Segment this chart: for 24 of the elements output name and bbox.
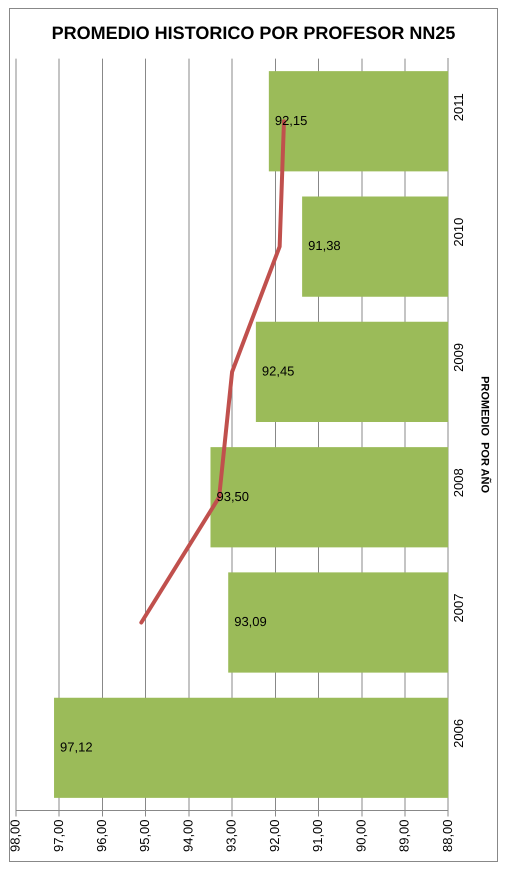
y-tick-label: 2010 <box>450 218 466 247</box>
x-tick-label: 97,00 <box>50 819 66 852</box>
x-tick-label: 92,00 <box>266 819 282 852</box>
data-label: 91,38 <box>308 238 341 254</box>
x-tick-label: 90,00 <box>353 819 368 852</box>
x-tick-label: 89,00 <box>396 819 412 852</box>
y-tick-label: 2011 <box>450 93 466 122</box>
x-tick-label: 91,00 <box>310 819 326 852</box>
y-tick-label: 2008 <box>450 468 466 498</box>
x-tick-label: 95,00 <box>137 819 152 852</box>
y-axis-title: PROMEDIO POR AÑO <box>478 376 492 494</box>
data-label: 92,15 <box>274 112 308 128</box>
x-tick-label: 94,00 <box>180 819 196 852</box>
y-tick-label: 2007 <box>450 594 466 622</box>
data-label: 97,12 <box>60 739 93 754</box>
x-tick-label: 96,00 <box>94 819 110 852</box>
y-tick-label: 2006 <box>450 718 466 748</box>
x-tick-label: 88,00 <box>440 819 455 852</box>
y-tick-label: 2009 <box>450 342 466 372</box>
x-tick-label: 93,00 <box>224 819 239 852</box>
x-tick-label: 98,00 <box>8 819 23 852</box>
data-label: 93,09 <box>234 614 267 630</box>
chart-title: PROMEDIO HISTORICO POR PROFESOR NN25 <box>52 22 456 43</box>
data-label: 92,45 <box>262 363 294 378</box>
